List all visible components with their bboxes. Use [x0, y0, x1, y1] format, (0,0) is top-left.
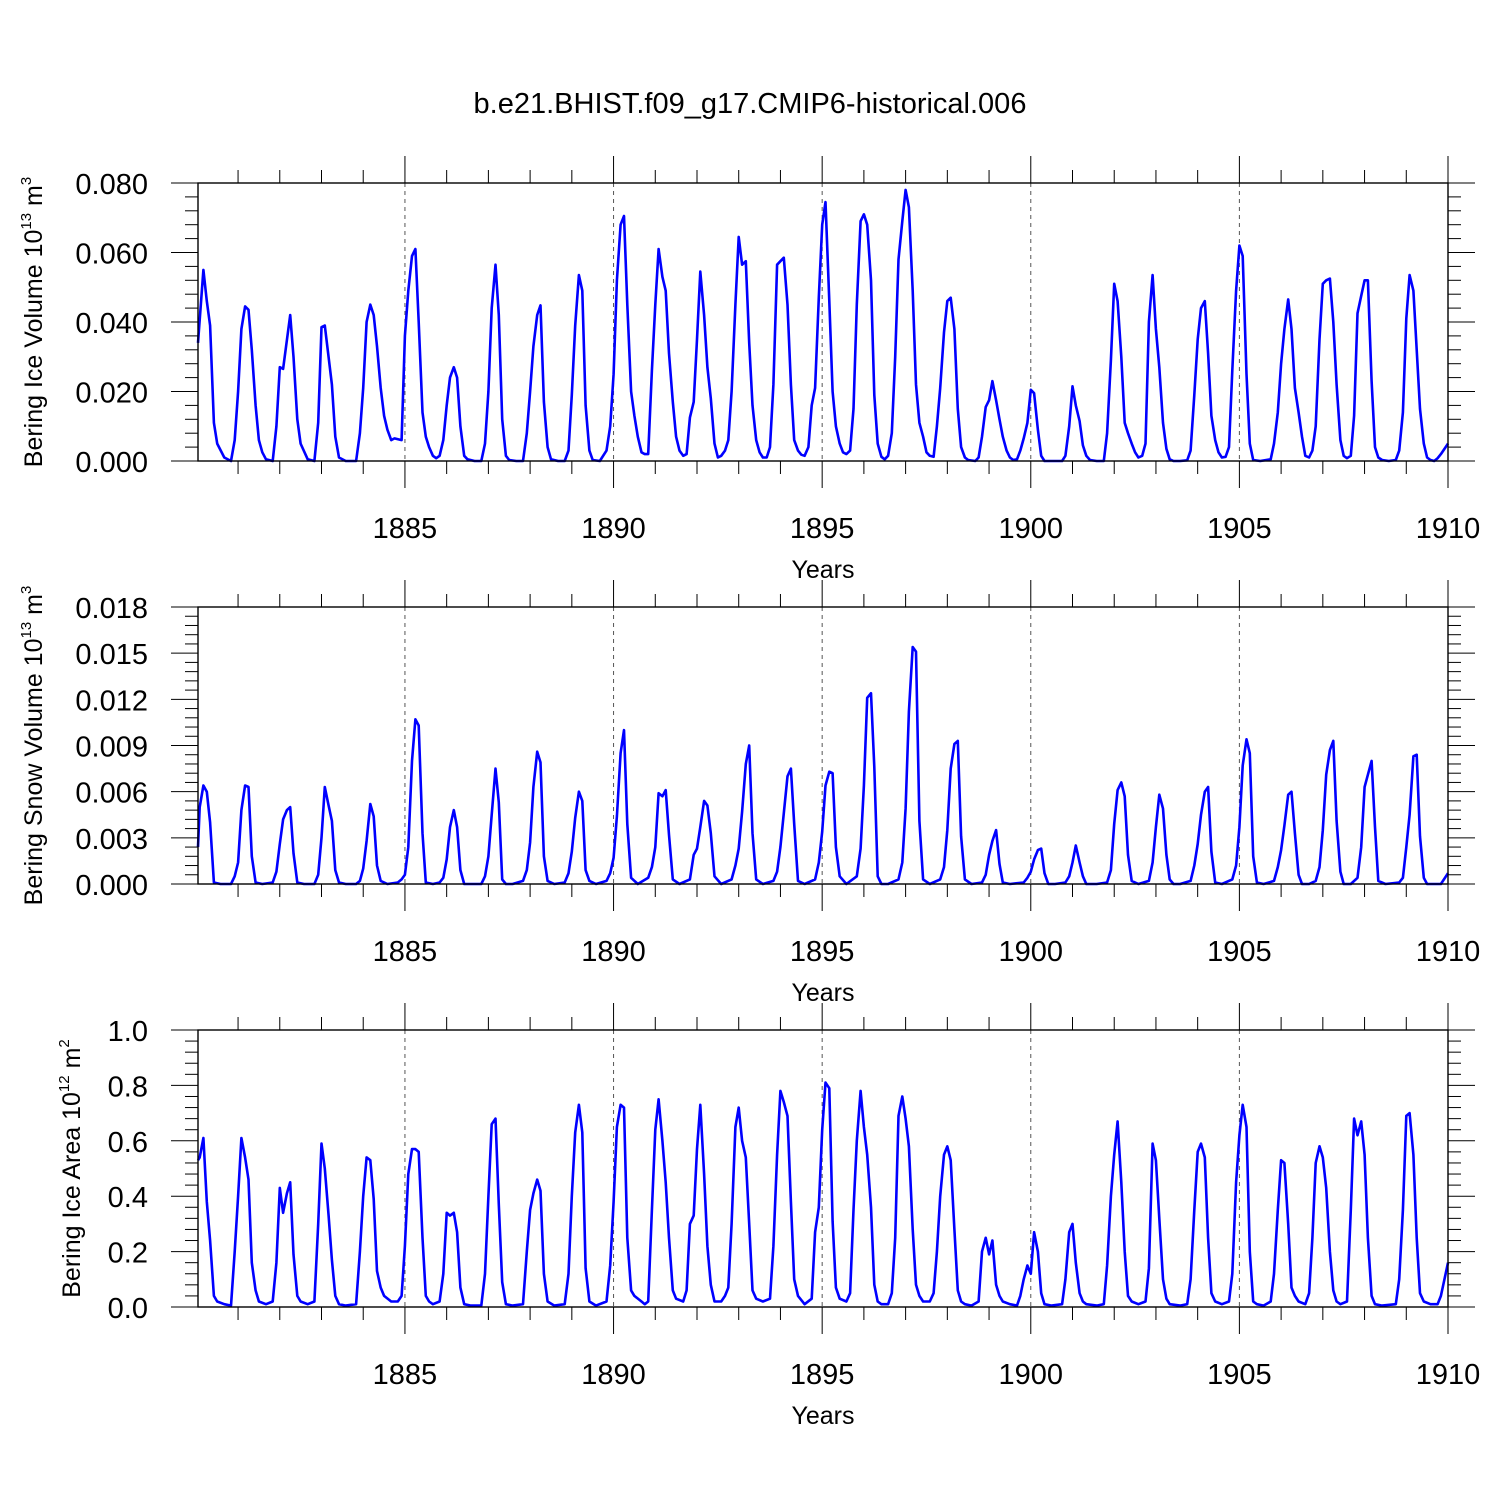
y-axis-label-unit: m	[58, 1048, 86, 1076]
x-tick-label: 1910	[1416, 936, 1481, 968]
y-axis-label-unit-exponent: 3	[18, 177, 35, 185]
y-axis-label-unit-exponent: 3	[18, 586, 35, 594]
y-tick-label: 0.060	[75, 239, 148, 271]
x-tick-label: 1895	[790, 936, 855, 968]
y-axis-label-unit: m	[20, 594, 48, 622]
y-tick-label: 0.2	[108, 1238, 148, 1270]
y-tick-label: 0.009	[75, 732, 148, 764]
x-tick-label: 1910	[1416, 1359, 1481, 1391]
y-axis-label-text: Bering Snow Volume 10	[20, 638, 48, 905]
chart-panel-ice-area: 1885 1890 1895 1900 1905 1910 Years 0.0 0.2 0.4 0.…	[56, 1003, 1480, 1430]
y-tick-label: 0.8	[108, 1071, 148, 1103]
series-line-snow-volume	[196, 645, 1450, 886]
x-tick-label: 1885	[373, 1359, 438, 1391]
y-axis-label-text: Bering Ice Volume 10	[20, 230, 48, 468]
y-axis-label-unit: m	[20, 185, 48, 213]
x-axis-label: Years	[791, 556, 854, 584]
y-axis-label: Bering Ice Volume 1013 m3	[18, 177, 48, 467]
x-tick-label: 1905	[1207, 1359, 1272, 1391]
x-tick-label: 1885	[373, 936, 438, 968]
x-axis-label: Years	[791, 979, 854, 1007]
x-tick-label: 1905	[1207, 936, 1272, 968]
y-tick-label: 0.006	[75, 778, 148, 810]
y-axis-label-unit-exponent: 2	[56, 1039, 73, 1047]
y-tick-label: 0.018	[75, 593, 148, 625]
x-axis-label: Years	[791, 1402, 854, 1430]
x-tick-label: 1895	[790, 1359, 855, 1391]
x-tick-label: 1900	[999, 936, 1064, 968]
x-tick-label: 1890	[581, 513, 646, 545]
y-axis-label-text: Bering Ice Area 10	[58, 1092, 86, 1298]
y-axis-label: Bering Snow Volume 1013 m3	[18, 586, 48, 906]
y-tick-label: 1.0	[108, 1016, 148, 1048]
y-tick-label: 0.003	[75, 824, 148, 856]
x-tick-label: 1900	[999, 1359, 1064, 1391]
y-tick-label: 0.6	[108, 1127, 148, 1159]
y-tick-label: 0.012	[75, 685, 148, 717]
series-line-ice-volume	[196, 188, 1450, 463]
x-tick-label: 1900	[999, 513, 1064, 545]
figure-title: b.e21.BHIST.f09_g17.CMIP6-historical.006	[473, 88, 1027, 120]
x-tick-label: 1890	[581, 1359, 646, 1391]
y-tick-label: 0.000	[75, 870, 148, 902]
x-tick-label: 1905	[1207, 513, 1272, 545]
x-tick-label: 1890	[581, 936, 646, 968]
y-tick-label: 0.015	[75, 639, 148, 671]
x-tick-label: 1895	[790, 513, 855, 545]
chart-panel-snow-volume: 1885 1890 1895 1900 1905 1910 Years 0.000 0.003 0…	[18, 580, 1480, 1007]
plot-frame	[197, 1029, 1449, 1308]
y-axis-label-exponent: 13	[18, 213, 35, 230]
y-tick-label: 0.000	[75, 447, 148, 479]
y-axis-label: Bering Ice Area 1012 m2	[56, 1039, 86, 1298]
y-tick-label: 0.0	[108, 1293, 148, 1325]
x-tick-label: 1910	[1416, 513, 1481, 545]
chart-panel-ice-volume: 1885 1890 1895 1900 1905 1910 Years 0.000 0.020 0…	[18, 156, 1480, 584]
x-tick-label: 1885	[373, 513, 438, 545]
y-tick-label: 0.020	[75, 378, 148, 410]
plot-frame	[197, 606, 1449, 885]
series-line-ice-area	[196, 1081, 1450, 1307]
y-tick-label: 0.080	[75, 169, 148, 201]
y-axis-label-exponent: 13	[18, 622, 35, 639]
y-tick-label: 0.040	[75, 308, 148, 340]
y-axis-label-exponent: 12	[56, 1075, 73, 1092]
y-tick-label: 0.4	[108, 1182, 148, 1214]
